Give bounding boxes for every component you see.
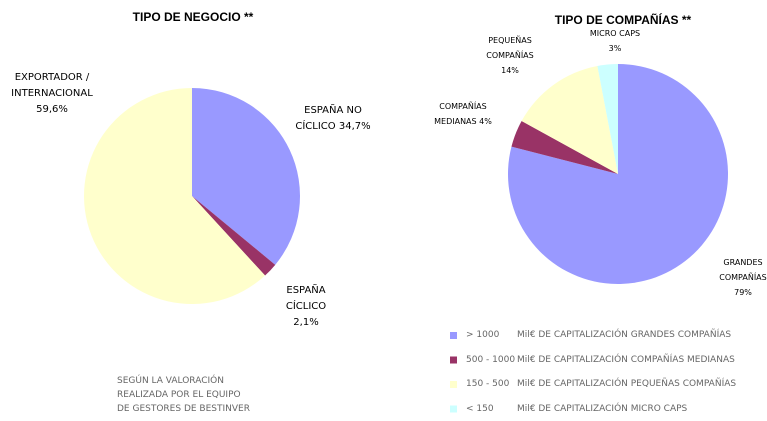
pie-slice <box>597 64 618 174</box>
slice-label: MICRO CAPS 3% <box>585 26 645 56</box>
legend-range-text: > 1000 <box>466 330 500 340</box>
annotation: SEGÚN LA VALORACIÓN REALIZADA POR EL EQUI… <box>117 374 250 416</box>
annotation-line: SEGÚN LA VALORACIÓN <box>117 374 250 388</box>
legend-range: > 1000 <box>466 330 499 340</box>
pie-slice <box>83 88 266 304</box>
legend-range: 500 - 1000 <box>466 355 515 365</box>
legend-range-text: 150 - 500 <box>466 379 510 389</box>
title-text: TIPO DE COMPAÑÍAS ** <box>554 13 692 27</box>
legend-entry-text: Mil€ DE CAPITALIZACIÓN GRANDES COMPAÑÍAS <box>517 330 732 340</box>
legend-entry-text: Mil€ DE CAPITALIZACIÓN MICRO CAPS <box>517 403 688 414</box>
slice-label: GRANDES COMPAÑÍAS 79% <box>718 255 767 300</box>
legend-range-text: < 150 <box>466 403 494 414</box>
pie-slice <box>521 65 618 174</box>
chart-title: TIPO DE NEGOCIO ** <box>133 10 254 24</box>
slice-name: EXPORTADOR / INTERNACIONAL <box>11 72 93 99</box>
legend-swatch <box>450 356 457 364</box>
slice-name: COMPAÑÍAS MEDIANAS <box>434 102 487 126</box>
slice-value: 34,7% <box>338 121 371 132</box>
slice-label: EXPORTADOR / INTERNACIONAL 59,6% <box>0 70 104 118</box>
slice-name: PEQUEÑAS COMPAÑÍAS <box>486 36 534 60</box>
slice-name: GRANDES COMPAÑÍAS <box>719 258 767 282</box>
legend-text: Mil€ DE CAPITALIZACIÓN COMPAÑÍAS MEDIANA… <box>517 355 735 365</box>
slice-name: ESPAÑA CÍCLICO <box>285 285 327 312</box>
slice-value: 2,1% <box>293 317 319 328</box>
title-text: TIPO DE NEGOCIO ** <box>132 10 254 24</box>
slice-label: COMPAÑÍAS MEDIANAS 4% <box>433 99 493 129</box>
legend-text: Mil€ DE CAPITALIZACIÓN MICRO CAPS <box>517 404 687 414</box>
legend-range: < 150 <box>466 404 494 414</box>
legend-text: Mil€ DE CAPITALIZACIÓN PEQUEÑAS COMPAÑÍA… <box>517 379 736 389</box>
slice-value: 3% <box>608 44 622 53</box>
pie-slice <box>192 88 301 265</box>
annotation-line: DE GESTORES DE BESTINVER <box>117 402 250 416</box>
legend-text: Mil€ DE CAPITALIZACIÓN GRANDES COMPAÑÍAS <box>517 330 731 340</box>
annotation-line: REALIZADA POR EL EQUIPO <box>117 388 250 402</box>
legend-entry-text: Mil€ DE CAPITALIZACIÓN COMPAÑÍAS MEDIANA… <box>517 354 735 365</box>
slice-value: 79% <box>734 288 752 297</box>
annotation-text: SEGÚN LA VALORACIÓN <box>117 376 224 386</box>
pie-slice <box>192 196 276 276</box>
slice-value: 59,6% <box>36 104 68 115</box>
slice-value: 4% <box>479 117 492 126</box>
slice-name: MICRO CAPS <box>589 29 641 38</box>
legend-range: 150 - 500 <box>466 379 509 389</box>
legend-swatch <box>450 332 457 339</box>
slice-name: ESPAÑA NO CÍCLICO <box>295 105 362 132</box>
legend-range-text: 500 - 1000 <box>466 354 516 365</box>
pie-slice <box>511 121 618 174</box>
slice-label: ESPAÑA CÍCLICO 2,1% <box>281 283 331 331</box>
legend-swatch <box>450 381 457 388</box>
annotation-text: REALIZADA POR EL EQUIPO <box>117 390 241 400</box>
slice-label: ESPAÑA NO CÍCLICO 34,7% <box>287 103 379 135</box>
legend-entry-text: Mil€ DE CAPITALIZACIÓN PEQUEÑAS COMPAÑÍA… <box>517 379 737 389</box>
slice-label: PEQUEÑAS COMPAÑÍAS 14% <box>480 33 540 78</box>
slice-value: 14% <box>501 66 519 75</box>
legend-swatch <box>450 405 457 413</box>
annotation-text: DE GESTORES DE BESTINVER <box>117 404 250 414</box>
chart-title: TIPO DE COMPAÑÍAS ** <box>555 13 691 27</box>
